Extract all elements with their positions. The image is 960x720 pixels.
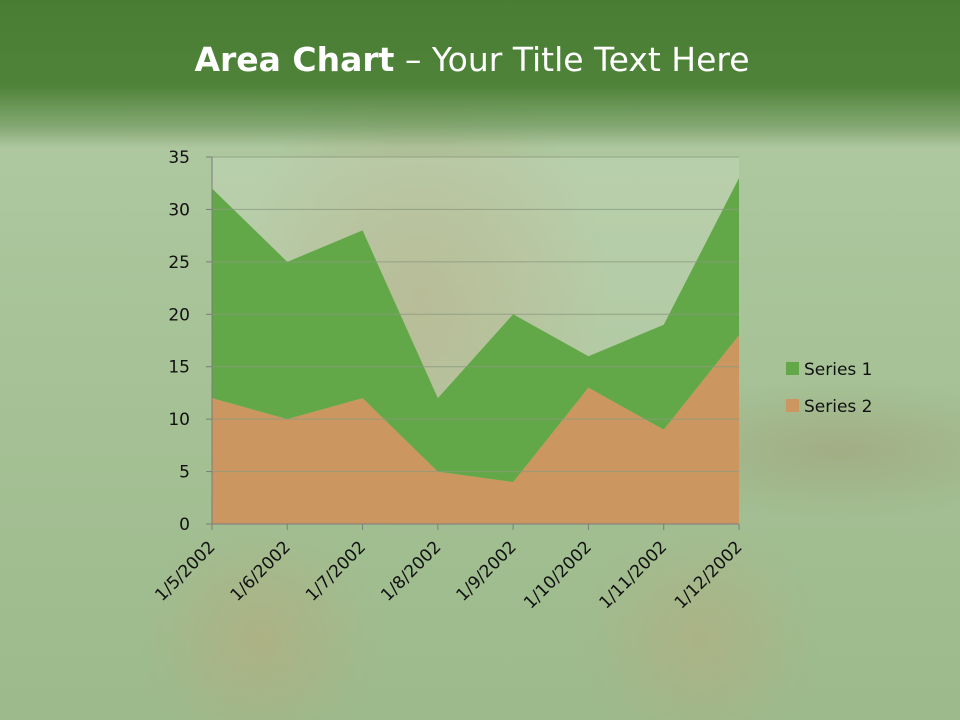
x-tick-label: 1/6/2002 bbox=[227, 537, 295, 605]
legend-swatch bbox=[786, 399, 799, 412]
x-tick-label: 1/7/2002 bbox=[302, 537, 370, 605]
y-tick-label: 5 bbox=[179, 463, 190, 483]
x-tick-label: 1/5/2002 bbox=[151, 537, 219, 605]
area-series-1 bbox=[212, 177, 739, 483]
x-tick-label: 1/11/2002 bbox=[595, 537, 671, 613]
y-tick-label: 30 bbox=[168, 200, 190, 220]
slide-title: Area Chart – Your Title Text Here bbox=[0, 40, 944, 79]
title-bold-part: Area Chart bbox=[194, 40, 395, 79]
legend-label: Series 1 bbox=[804, 360, 873, 380]
legend-swatch bbox=[786, 362, 799, 375]
y-tick-label: 10 bbox=[168, 410, 190, 430]
y-tick-label: 0 bbox=[179, 515, 190, 535]
x-tick-label: 1/8/2002 bbox=[377, 537, 445, 605]
y-tick-label: 25 bbox=[168, 253, 190, 273]
x-tick-label: 1/10/2002 bbox=[520, 537, 596, 613]
title-rest-part: – Your Title Text Here bbox=[394, 40, 750, 79]
y-tick-label: 20 bbox=[168, 305, 190, 325]
area-series-2 bbox=[212, 335, 739, 524]
y-tick-label: 35 bbox=[168, 148, 190, 168]
y-tick-label: 15 bbox=[168, 358, 190, 378]
legend-label: Series 2 bbox=[804, 397, 873, 417]
title-banner bbox=[0, 0, 960, 148]
x-tick-label: 1/9/2002 bbox=[453, 537, 521, 605]
x-tick-label: 1/12/2002 bbox=[671, 537, 747, 613]
